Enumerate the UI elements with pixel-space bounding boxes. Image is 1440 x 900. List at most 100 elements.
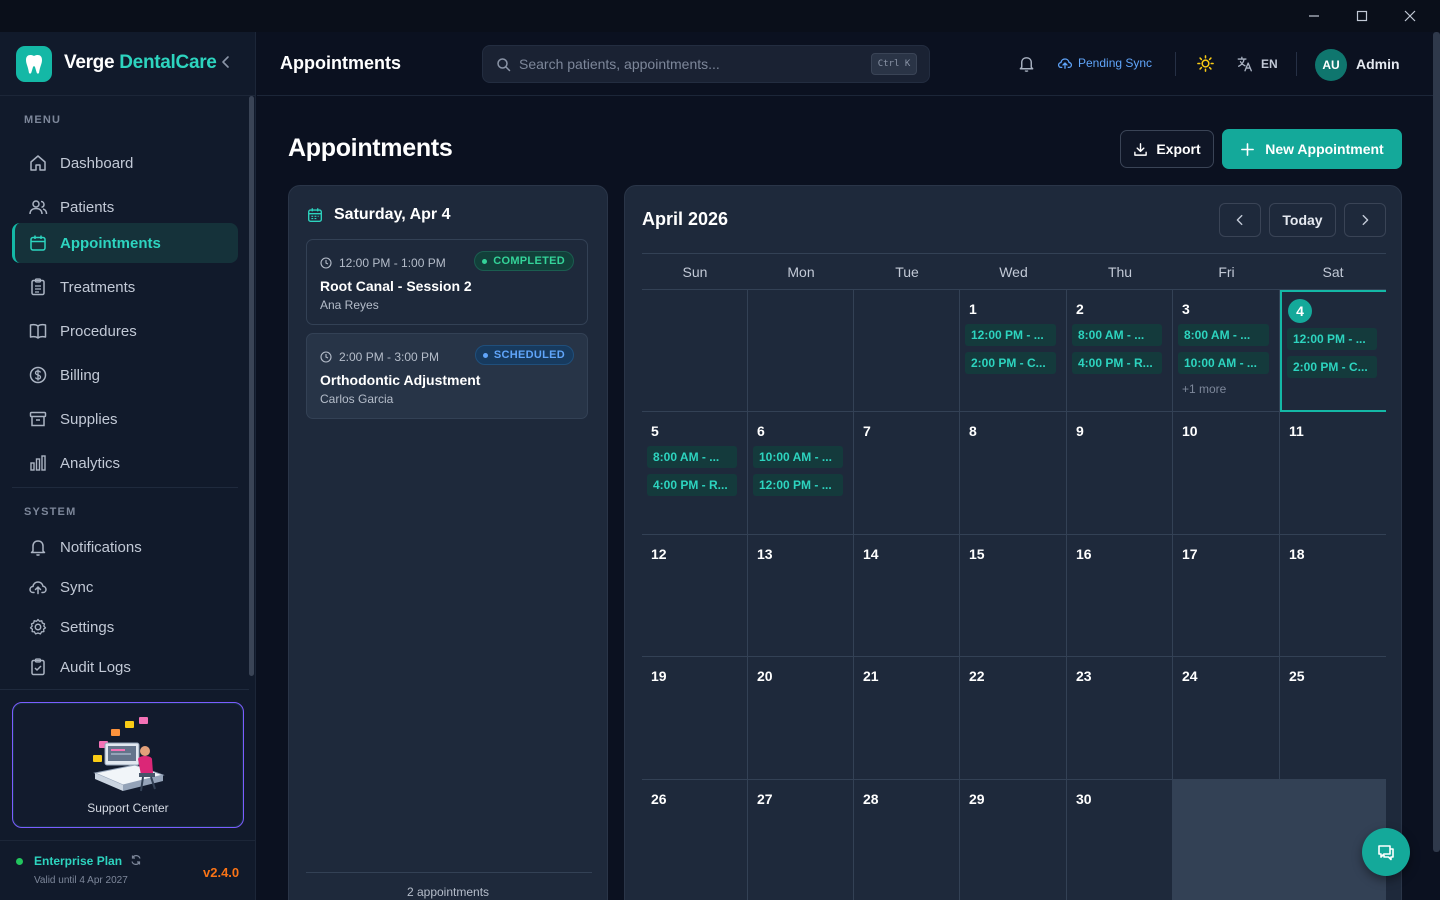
calendar-day-cell[interactable]: 13	[748, 535, 854, 657]
calendar-day-cell[interactable]: 21	[854, 657, 960, 780]
collapse-sidebar-button[interactable]	[218, 54, 234, 75]
calendar-event-chip[interactable]: 8:00 AM - ...	[647, 446, 737, 468]
language-selector[interactable]: EN	[1236, 55, 1278, 73]
sidebar-item-supplies[interactable]: Supplies	[12, 399, 238, 439]
calendar-day-cell[interactable]: 24	[1173, 657, 1280, 780]
sidebar-item-sync[interactable]: Sync	[12, 567, 238, 607]
appointment-card[interactable]: 12:00 PM - 1:00 PM COMPLETED Root Canal …	[306, 239, 588, 325]
sidebar-item-notifications[interactable]: Notifications	[12, 527, 238, 567]
appointment-card[interactable]: 2:00 PM - 3:00 PM SCHEDULED Orthodontic …	[306, 333, 588, 419]
calendar-day-cell[interactable]: 27	[748, 780, 854, 900]
calendar-day-cell[interactable]: 6 10:00 AM - ... 12:00 PM - ...	[748, 412, 854, 535]
day-number: 16	[1076, 546, 1092, 562]
calendar-day-cell[interactable]: 15	[960, 535, 1067, 657]
calendar-day-cell[interactable]: 11	[1280, 412, 1386, 535]
cloud-upload-icon	[1057, 58, 1073, 69]
sidebar-item-patients[interactable]: Patients	[12, 187, 238, 227]
calendar-day-cell[interactable]: 30	[1067, 780, 1173, 900]
day-number: 2	[1076, 301, 1084, 317]
day-number: 24	[1182, 668, 1198, 684]
more-events-link[interactable]: +1 more	[1182, 382, 1227, 396]
export-button[interactable]: Export	[1120, 130, 1214, 168]
sidebar-item-analytics[interactable]: Analytics	[12, 443, 238, 483]
calendar-day-cell[interactable]: 4 12:00 PM - ... 2:00 PM - C...	[1280, 290, 1386, 412]
sidebar-item-treatments[interactable]: Treatments	[12, 267, 238, 307]
calendar-event-chip[interactable]: 4:00 PM - R...	[1072, 352, 1162, 374]
calendar-event-chip[interactable]: 10:00 AM - ...	[753, 446, 843, 468]
calendar-day-cell[interactable]: 29	[960, 780, 1067, 900]
day-number: 6	[757, 423, 765, 439]
search-input[interactable]	[519, 46, 859, 82]
menu-section-label: MENU	[24, 114, 62, 126]
calendar-day-cell[interactable]: 12	[642, 535, 748, 657]
calendar-day-cell[interactable]: 9	[1067, 412, 1173, 535]
calendar-day-cell[interactable]: 18	[1280, 535, 1386, 657]
chevron-left-icon	[1236, 214, 1243, 226]
calendar-day-cell[interactable]: 26	[642, 780, 748, 900]
previous-month-button[interactable]	[1219, 203, 1261, 237]
next-month-button[interactable]	[1344, 203, 1386, 237]
calendar-day-cell[interactable]: 2 8:00 AM - ... 4:00 PM - R...	[1067, 290, 1173, 412]
sidebar-divider	[12, 487, 238, 488]
sidebar-item-appointments[interactable]: Appointments	[12, 223, 238, 263]
calendar-day-cell[interactable]: 8	[960, 412, 1067, 535]
sidebar-scrollbar[interactable]	[249, 96, 254, 676]
support-center-card[interactable]: Support Center	[12, 702, 244, 828]
close-button[interactable]	[1387, 0, 1433, 32]
notifications-button[interactable]	[1017, 54, 1036, 78]
user-name[interactable]: Admin	[1356, 56, 1400, 72]
search-box[interactable]: Ctrl K	[482, 45, 930, 83]
clock-icon	[320, 257, 332, 269]
calendar-day-cell[interactable]: 5 8:00 AM - ... 4:00 PM - R...	[642, 412, 748, 535]
calendar-event-chip[interactable]: 8:00 AM - ...	[1178, 324, 1269, 346]
avatar[interactable]: AU	[1315, 49, 1347, 81]
app-version: v2.4.0	[203, 865, 240, 880]
day-number: 11	[1289, 423, 1304, 439]
calendar-day-cell[interactable]: 25	[1280, 657, 1386, 780]
plan-info: Enterprise Plan Valid until 4 Apr 2027 v…	[0, 840, 256, 900]
calendar-event-chip[interactable]: 10:00 AM - ...	[1178, 352, 1269, 374]
plan-name: Enterprise Plan	[34, 854, 142, 868]
status-badge: COMPLETED	[474, 251, 574, 271]
calendar-day-cell[interactable]: 28	[854, 780, 960, 900]
maximize-icon	[1356, 10, 1368, 22]
calendar-event-chip[interactable]: 2:00 PM - C...	[1287, 356, 1377, 378]
day-number: 7	[863, 423, 871, 439]
day-number: 12	[651, 546, 667, 562]
calendar-day-cell[interactable]: 14	[854, 535, 960, 657]
sidebar-item-settings[interactable]: Settings	[12, 607, 238, 647]
calendar-day-cell[interactable]: 7	[854, 412, 960, 535]
calendar-day-cell[interactable]: 20	[748, 657, 854, 780]
calendar-day-cell[interactable]: 23	[1067, 657, 1173, 780]
sidebar-item-audit-logs[interactable]: Audit Logs	[12, 647, 238, 687]
calendar-event-chip[interactable]: 2:00 PM - C...	[965, 352, 1056, 374]
calendar-event-chip[interactable]: 8:00 AM - ...	[1072, 324, 1162, 346]
chat-support-button[interactable]	[1362, 828, 1410, 876]
sidebar-item-procedures[interactable]: Procedures	[12, 311, 238, 351]
minimize-button[interactable]	[1291, 0, 1337, 32]
main-scrollbar[interactable]	[1433, 32, 1440, 852]
calendar-event-chip[interactable]: 12:00 PM - ...	[965, 324, 1056, 346]
refresh-icon[interactable]	[130, 854, 142, 866]
sidebar-item-dashboard[interactable]: Dashboard	[12, 143, 238, 183]
calendar-event-chip[interactable]: 12:00 PM - ...	[1287, 328, 1377, 350]
today-button[interactable]: Today	[1269, 203, 1336, 237]
calendar-day-cell[interactable]: 3 8:00 AM - ... 10:00 AM - ... +1 more	[1173, 290, 1280, 412]
appointment-patient: Ana Reyes	[320, 298, 379, 312]
day-number: 5	[651, 423, 659, 439]
maximize-button[interactable]	[1339, 0, 1385, 32]
calendar-day-cell[interactable]: 19	[642, 657, 748, 780]
header-divider	[1296, 52, 1297, 76]
new-appointment-button[interactable]: New Appointment	[1222, 129, 1402, 169]
theme-toggle-button[interactable]	[1196, 54, 1215, 78]
calendar-day-cell[interactable]: 10	[1173, 412, 1280, 535]
calendar-event-chip[interactable]: 12:00 PM - ...	[753, 474, 843, 496]
calendar-day-cell[interactable]: 22	[960, 657, 1067, 780]
calendar-day-cell[interactable]: 16	[1067, 535, 1173, 657]
sidebar-item-billing[interactable]: Billing	[12, 355, 238, 395]
pending-sync-button[interactable]: Pending Sync	[1057, 55, 1152, 71]
calendar-empty-cell	[642, 290, 748, 412]
calendar-day-cell[interactable]: 17	[1173, 535, 1280, 657]
calendar-event-chip[interactable]: 4:00 PM - R...	[647, 474, 737, 496]
calendar-day-cell[interactable]: 1 12:00 PM - ... 2:00 PM - C...	[960, 290, 1067, 412]
